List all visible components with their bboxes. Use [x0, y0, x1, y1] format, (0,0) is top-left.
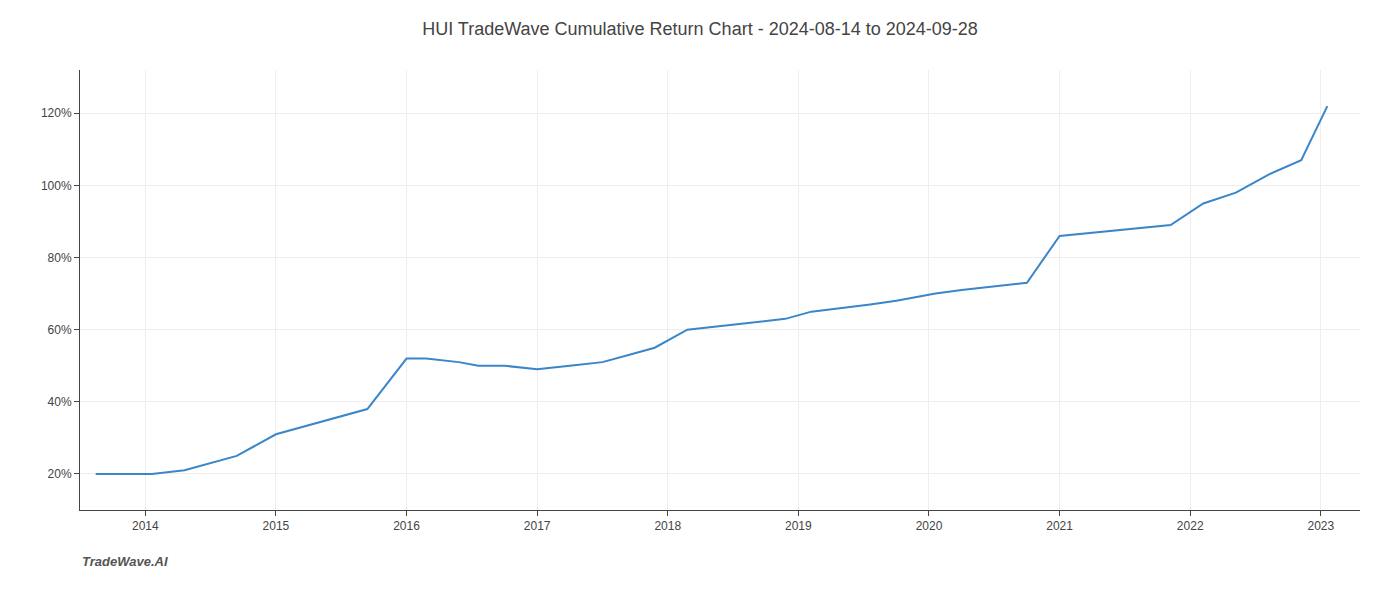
svg-text:80%: 80%	[48, 251, 72, 265]
svg-text:20%: 20%	[48, 467, 72, 481]
svg-text:2021: 2021	[1046, 519, 1073, 533]
svg-text:60%: 60%	[48, 323, 72, 337]
svg-text:2016: 2016	[393, 519, 420, 533]
svg-text:2022: 2022	[1177, 519, 1204, 533]
svg-text:120%: 120%	[41, 106, 72, 120]
svg-text:TradeWave.AI: TradeWave.AI	[82, 554, 168, 569]
svg-text:2017: 2017	[524, 519, 551, 533]
svg-text:2023: 2023	[1307, 519, 1334, 533]
svg-text:40%: 40%	[48, 395, 72, 409]
svg-text:HUI TradeWave Cumulative Retur: HUI TradeWave Cumulative Return Chart - …	[422, 19, 978, 39]
svg-text:2015: 2015	[263, 519, 290, 533]
svg-text:2018: 2018	[654, 519, 681, 533]
svg-text:100%: 100%	[41, 179, 72, 193]
svg-text:2019: 2019	[785, 519, 812, 533]
svg-text:2014: 2014	[132, 519, 159, 533]
svg-text:2020: 2020	[916, 519, 943, 533]
